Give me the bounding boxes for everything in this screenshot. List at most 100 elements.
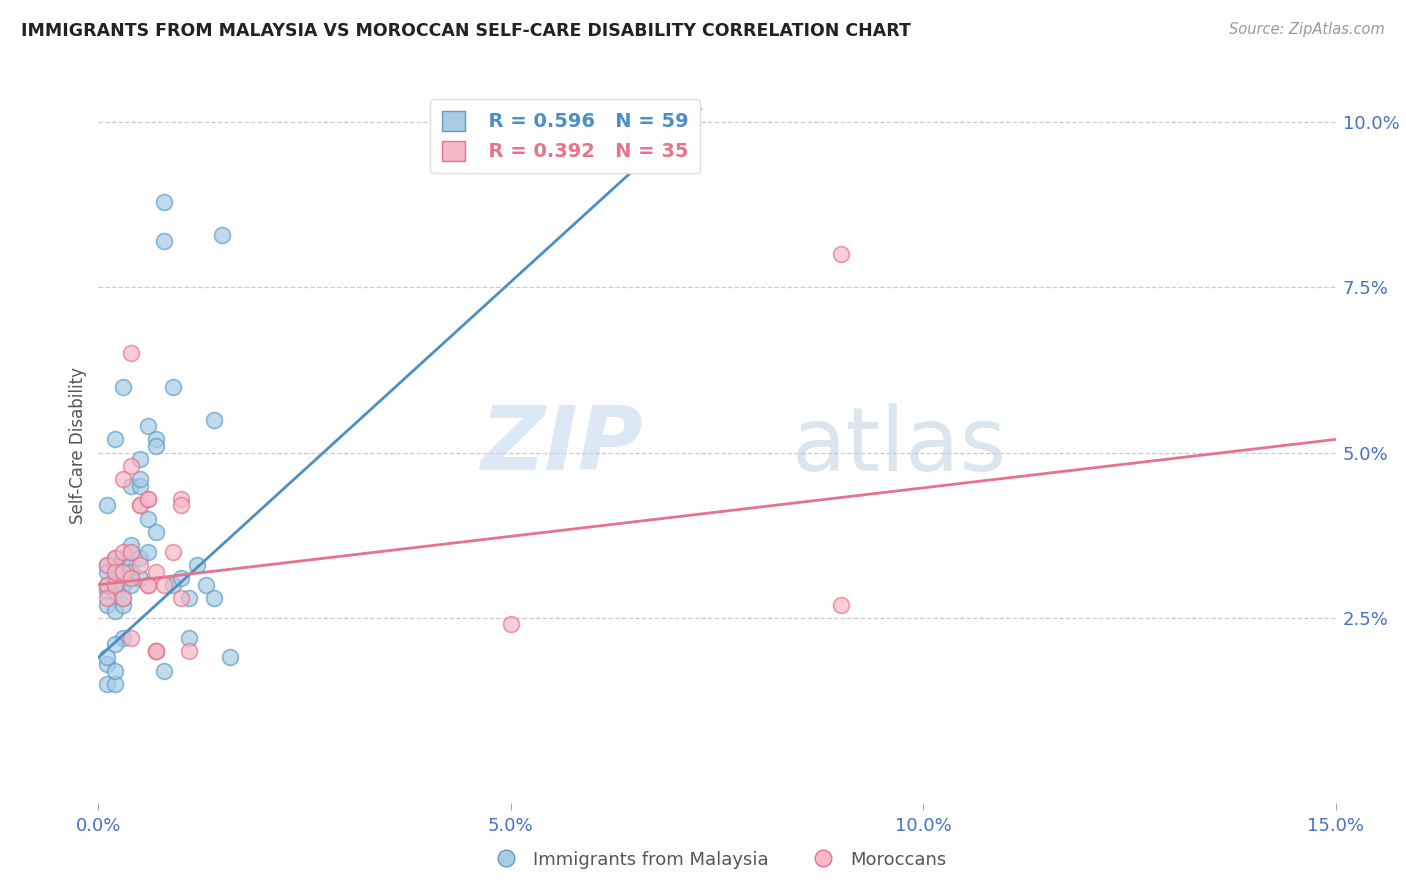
Point (96, 578, 118, 592)
Text: Source: ZipAtlas.com: Source: ZipAtlas.com (1229, 22, 1385, 37)
Point (153, 194, 176, 209)
Point (145, 439, 167, 453)
Point (128, 499, 150, 513)
Point (112, 571, 135, 585)
Point (112, 545, 135, 559)
Point (120, 558, 142, 572)
Point (104, 637, 127, 651)
Point (112, 578, 135, 592)
Point (120, 565, 142, 579)
Point (112, 591, 135, 605)
Text: atlas: atlas (792, 402, 1007, 490)
Point (153, 234, 176, 248)
Point (104, 578, 127, 592)
Point (104, 578, 127, 592)
Point (128, 558, 150, 572)
Point (104, 551, 127, 566)
Point (96, 558, 118, 572)
Point (202, 412, 225, 426)
Point (136, 578, 159, 592)
Point (104, 664, 127, 678)
Point (145, 644, 167, 658)
Point (162, 578, 184, 592)
Point (128, 571, 150, 585)
Point (830, 247, 852, 261)
Point (112, 472, 135, 486)
Point (96, 499, 118, 513)
Point (104, 551, 127, 566)
Text: IMMIGRANTS FROM MALAYSIA VS MOROCCAN SELF-CARE DISABILITY CORRELATION CHART: IMMIGRANTS FROM MALAYSIA VS MOROCCAN SEL… (21, 22, 911, 40)
Point (145, 565, 167, 579)
Point (96, 584, 118, 599)
Point (120, 545, 142, 559)
Point (96, 677, 118, 691)
Point (120, 631, 142, 645)
Point (170, 571, 193, 585)
Point (170, 491, 193, 506)
Point (211, 227, 233, 242)
Point (179, 591, 201, 605)
Point (170, 591, 193, 605)
Point (186, 558, 208, 572)
Point (136, 545, 159, 559)
Point (202, 591, 225, 605)
Point (830, 598, 852, 612)
Point (179, 631, 201, 645)
Point (128, 452, 150, 467)
Point (104, 565, 127, 579)
Point (112, 565, 135, 579)
Point (136, 419, 159, 434)
Point (120, 478, 142, 492)
Point (120, 545, 142, 559)
Point (153, 578, 176, 592)
Point (112, 565, 135, 579)
Point (194, 578, 217, 592)
Point (136, 491, 159, 506)
Point (136, 511, 159, 525)
Point (104, 604, 127, 618)
Point (128, 478, 150, 492)
Point (162, 545, 184, 559)
Point (145, 524, 167, 539)
Point (499, 617, 522, 632)
Point (145, 644, 167, 658)
Point (120, 578, 142, 592)
Point (112, 631, 135, 645)
Point (96, 657, 118, 671)
Point (120, 458, 142, 473)
Point (120, 571, 142, 585)
Point (120, 346, 142, 360)
Point (179, 644, 201, 658)
Point (128, 472, 150, 486)
Point (104, 571, 127, 585)
Point (128, 551, 150, 566)
Point (104, 433, 127, 447)
Y-axis label: Self-Care Disability: Self-Care Disability (69, 368, 87, 524)
Point (112, 591, 135, 605)
Point (96, 598, 118, 612)
Point (104, 558, 127, 572)
Point (162, 379, 184, 393)
Point (96, 558, 118, 572)
Point (128, 499, 150, 513)
Point (219, 650, 242, 665)
Point (96, 565, 118, 579)
Point (136, 491, 159, 506)
Point (120, 538, 142, 552)
Point (136, 578, 159, 592)
Point (145, 433, 167, 447)
Point (104, 677, 127, 691)
Text: ZIP: ZIP (479, 402, 643, 490)
Point (145, 644, 167, 658)
Point (120, 571, 142, 585)
Point (112, 598, 135, 612)
Legend: Immigrants from Malaysia, Moroccans: Immigrants from Malaysia, Moroccans (481, 844, 953, 876)
Point (96, 578, 118, 592)
Point (96, 591, 118, 605)
Point (104, 584, 127, 599)
Point (153, 664, 176, 678)
Point (112, 551, 135, 566)
Point (96, 650, 118, 665)
Point (170, 499, 193, 513)
Point (112, 379, 135, 393)
